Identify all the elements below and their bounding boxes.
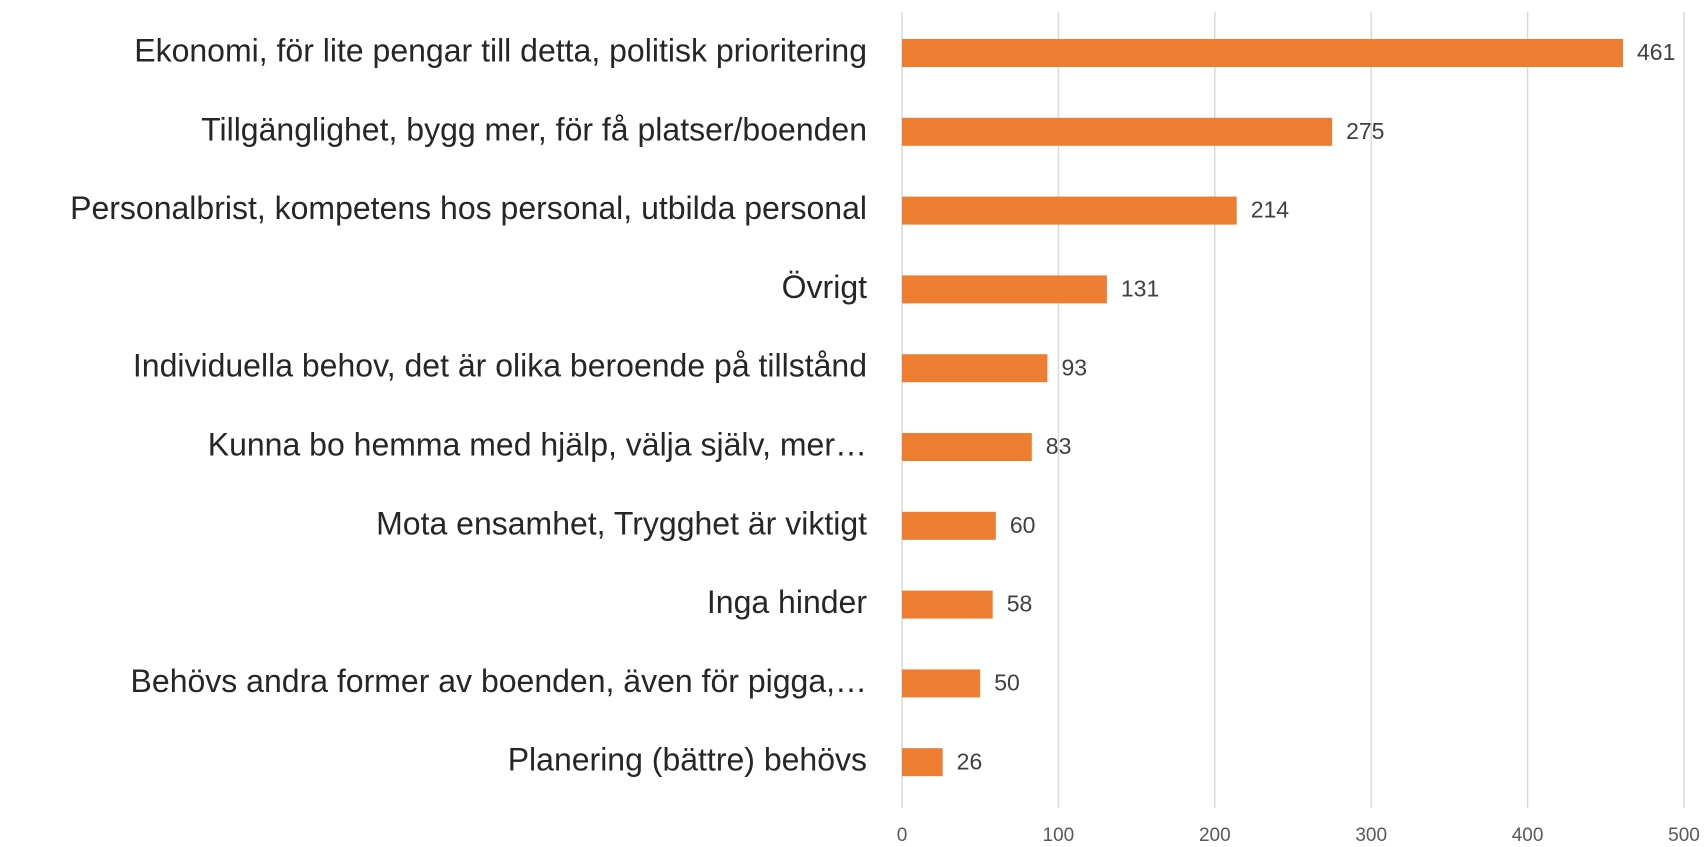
value-label: 83 <box>1046 433 1072 459</box>
x-tick-label: 0 <box>897 825 908 846</box>
y-tick-label: Planering (bättre) behövs <box>508 742 867 778</box>
bar <box>902 354 1048 383</box>
x-tick-label: 200 <box>1199 825 1231 846</box>
bar <box>902 117 1333 146</box>
value-label: 275 <box>1346 118 1384 144</box>
bar <box>902 590 993 619</box>
value-label: 60 <box>1010 512 1036 538</box>
y-tick-label: Tillgänglighet, bygg mer, för få platser… <box>201 111 867 147</box>
value-label: 461 <box>1637 39 1675 65</box>
y-tick-label: Personalbrist, kompetens hos personal, u… <box>70 190 867 226</box>
y-tick-label: Behövs andra former av boenden, även för… <box>131 663 867 699</box>
bar <box>902 196 1237 225</box>
value-label: 26 <box>957 748 983 774</box>
bar <box>902 511 996 540</box>
y-tick-label: Kunna bo hemma med hjälp, välja själv, m… <box>208 426 867 462</box>
bar <box>902 39 1624 67</box>
y-tick-label: Ekonomi, för lite pengar till detta, pol… <box>134 32 867 68</box>
y-tick-label: Mota ensamhet, Trygghet är viktigt <box>376 505 867 541</box>
bar <box>902 669 981 698</box>
y-tick-label: Övrigt <box>782 269 867 305</box>
value-label: 214 <box>1251 197 1290 223</box>
bar <box>902 433 1032 461</box>
x-tick-label: 500 <box>1668 825 1700 846</box>
y-tick-label: Individuella behov, det är olika beroend… <box>133 348 867 384</box>
value-label: 58 <box>1007 591 1033 617</box>
value-label: 131 <box>1121 275 1159 301</box>
x-tick-label: 400 <box>1512 825 1544 846</box>
y-tick-label: Inga hinder <box>707 584 867 620</box>
value-label: 93 <box>1061 354 1087 380</box>
x-tick-label: 300 <box>1355 825 1387 846</box>
bar <box>902 275 1107 304</box>
value-label: 50 <box>994 669 1020 695</box>
bar <box>902 748 943 777</box>
x-tick-label: 100 <box>1043 825 1075 846</box>
